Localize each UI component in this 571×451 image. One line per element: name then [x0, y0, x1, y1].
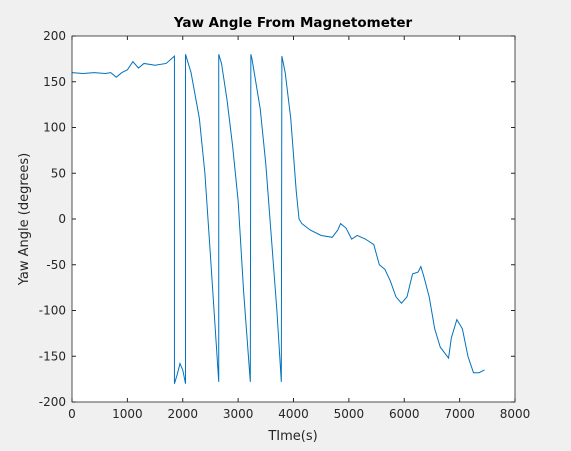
y-tick-label: -50: [46, 258, 66, 272]
y-tick-label: 150: [43, 75, 66, 89]
x-tick-label: 6000: [389, 407, 420, 421]
y-tick-label: 100: [43, 121, 66, 135]
x-tick-label: 4000: [278, 407, 309, 421]
x-tick-label: 0: [68, 407, 76, 421]
x-tick-label: 2000: [167, 407, 198, 421]
x-tick-label: 1000: [112, 407, 143, 421]
y-tick-label: 0: [58, 212, 66, 226]
y-tick-label: -200: [39, 395, 66, 409]
x-tick-label: 3000: [223, 407, 254, 421]
y-tick-label: -150: [39, 349, 66, 363]
x-tick-label: 5000: [334, 407, 365, 421]
x-tick-label: 8000: [500, 407, 531, 421]
y-tick-label: 200: [43, 29, 66, 43]
x-tick-label: 7000: [444, 407, 475, 421]
data-line: [71, 54, 485, 384]
y-tick-label: 50: [51, 166, 66, 180]
y-tick-label: -100: [39, 304, 66, 318]
x-axis-label: TIme(s): [267, 429, 317, 444]
plot-area: [72, 36, 515, 402]
chart-title: Yaw Angle From Magnetometer: [173, 15, 413, 31]
y-axis-label: Yaw Angle (degrees): [17, 153, 32, 286]
